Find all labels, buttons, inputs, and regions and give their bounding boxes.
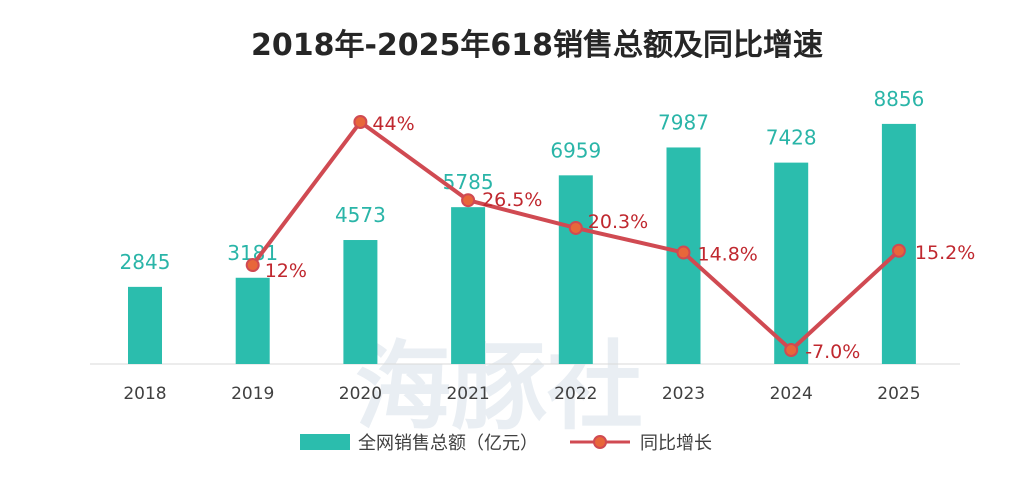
bar-value-label-2020: 4573 [335, 203, 386, 227]
x-tick-label-2023: 2023 [662, 384, 705, 404]
bar-value-label-2018: 2845 [120, 250, 171, 274]
line-point-2019 [245, 258, 260, 273]
legend-label-bar: 全网销售总额（亿元） [358, 433, 538, 454]
x-tick-label-2025: 2025 [877, 384, 920, 404]
line-point-2024 [784, 343, 799, 357]
line-value-label-2025: 15.2% [915, 242, 975, 264]
x-tick-label-2024: 2024 [770, 384, 813, 404]
bar-value-label-2025: 8856 [873, 87, 924, 111]
x-tick-label-2019: 2019 [231, 384, 274, 404]
x-tick-label-2020: 2020 [339, 384, 382, 404]
legend-label-line: 同比增长 [640, 433, 712, 454]
x-tick-label-2022: 2022 [554, 384, 597, 404]
line-point-2021 [461, 193, 476, 208]
line-value-label-2022: 20.3% [588, 211, 648, 233]
legend: 全网销售总额（亿元） 同比增长 [300, 433, 712, 454]
legend-marker-line [593, 435, 607, 449]
line-value-label-2021: 26.5% [482, 189, 542, 211]
bar-2019 [235, 277, 270, 364]
line-point-2022 [568, 220, 583, 235]
line-value-label-2024: -7.0% [805, 341, 860, 363]
bar-value-label-2024: 7428 [766, 126, 817, 150]
line-point-2023 [676, 245, 691, 260]
bar-2021 [451, 207, 486, 364]
bar-value-label-2023: 7987 [658, 110, 709, 134]
line-value-label-2020: 44% [372, 113, 414, 135]
bar-2022 [558, 175, 593, 364]
chart-title: 2018年-2025年618销售总额及同比增速 [251, 28, 823, 63]
watermark-text: 海豚社 [355, 331, 643, 443]
watermark: 海豚社 [355, 331, 643, 443]
bar-2018 [128, 286, 162, 364]
x-tick-label-2018: 2018 [123, 384, 166, 404]
line-value-label-2023: 14.8% [698, 244, 758, 266]
bar-value-label-2022: 6959 [550, 138, 601, 162]
legend-swatch-bar [300, 434, 350, 450]
bar-2024 [774, 162, 809, 364]
bar-2020 [343, 240, 378, 364]
line-point-2020 [353, 115, 368, 129]
line-point-2025 [891, 243, 906, 258]
x-tick-label-2021: 2021 [446, 384, 489, 404]
line-value-label-2019: 12% [265, 260, 307, 282]
